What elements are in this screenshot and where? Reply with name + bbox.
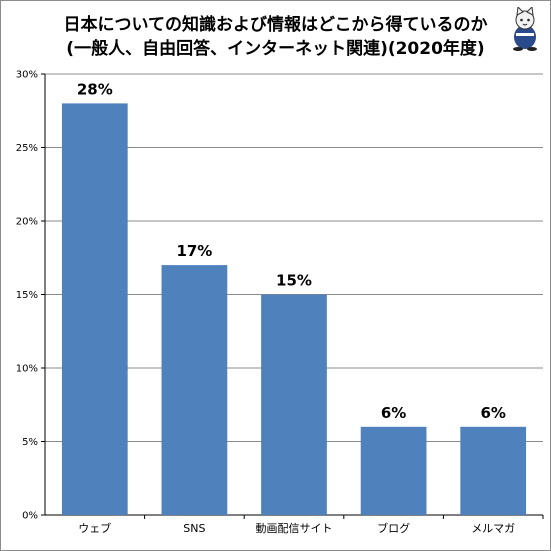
y-tick-label: 20% (16, 217, 38, 228)
data-label: 6% (480, 404, 505, 422)
x-tick-label: ウェブ (78, 521, 111, 535)
chart-title-line-1: 日本についての知識および情報はどこから得ているのか (63, 15, 488, 35)
x-tick-label: メルマガ (471, 522, 515, 535)
cat-mascot-icon (513, 7, 537, 51)
data-label: 6% (381, 404, 406, 422)
bar (360, 426, 427, 515)
x-tick-label: ブログ (377, 521, 410, 535)
y-tick-label: 15% (16, 290, 38, 301)
y-tick-label: 10% (16, 364, 38, 375)
y-tick-label: 5% (22, 437, 38, 448)
labels: 0% 5% 10% 15% 20% 25% 30% 28% ウェブ 17% SNS 15% 動画配信サイ… (16, 70, 515, 536)
bar (261, 294, 327, 515)
bars (61, 103, 527, 516)
x-tick-label: SNS (183, 522, 205, 535)
chart-title-line-2: (一般人、自由回答、インターネット関連)(2020年度) (66, 39, 485, 59)
bar (460, 426, 527, 515)
x-tick-label: 動画配信サイト (256, 521, 333, 535)
data-label: 28% (77, 80, 113, 98)
y-tick-label: 25% (16, 143, 38, 154)
bar (61, 103, 128, 516)
data-label: 17% (176, 242, 212, 260)
y-tick-label: 0% (22, 511, 38, 522)
y-tick-label: 30% (16, 70, 38, 81)
data-label: 15% (276, 272, 312, 290)
bar (161, 265, 228, 515)
